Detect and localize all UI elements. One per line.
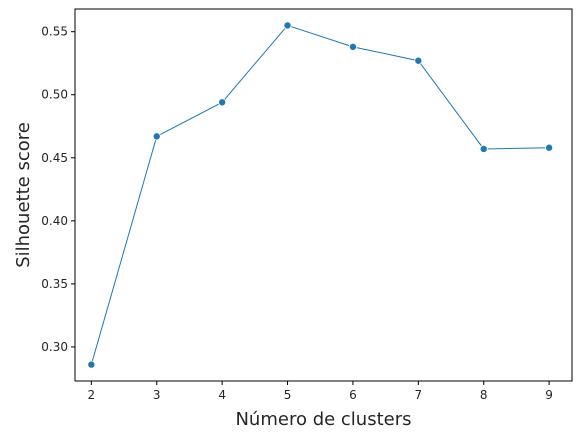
plot-area [74,8,573,382]
y-axis-label: Silhouette score [13,122,34,268]
y-axis: 0.30 0.35 0.40 0.45 0.50 0.55 [41,25,75,354]
x-axis: 2 3 4 5 6 7 8 9 [88,381,553,402]
data-point [283,21,292,30]
x-tick-label: 8 [480,388,488,402]
series-line [90,24,550,365]
y-tick-label: 0.50 [41,88,68,102]
data-point [348,42,357,51]
data-point [87,360,96,369]
y-tick-label: 0.30 [41,340,68,354]
data-point [218,98,227,107]
data-point [414,56,423,65]
x-axis-label: Número de clusters [235,409,411,430]
x-tick-label: 4 [218,388,226,402]
data-point [152,132,161,141]
data-point [479,144,488,153]
x-tick-label: 2 [88,388,96,402]
x-tick-label: 3 [153,388,161,402]
x-tick-label: 5 [284,388,292,402]
x-tick-label: 6 [349,388,357,402]
y-tick-label: 0.35 [41,277,68,291]
y-tick-label: 0.55 [41,25,68,39]
y-tick-label: 0.45 [41,151,68,165]
data-point [545,143,554,152]
x-tick-label: 9 [545,388,553,402]
y-tick-label: 0.40 [41,214,68,228]
series-layer [87,21,554,369]
x-tick-label: 7 [415,388,423,402]
